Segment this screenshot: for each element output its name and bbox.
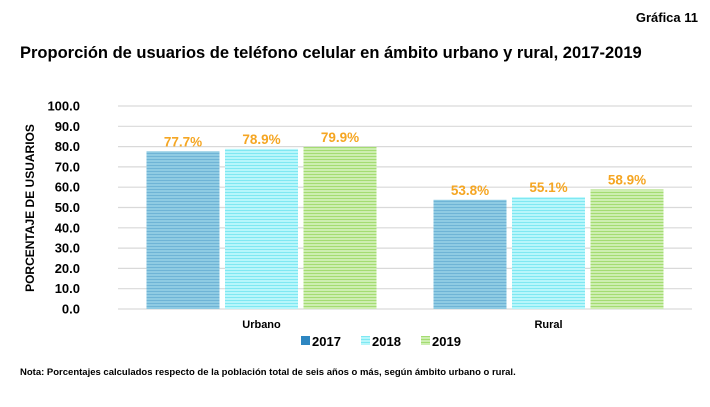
data-label: 79.9%	[321, 130, 359, 145]
y-tick-label: 50.0	[55, 200, 80, 215]
y-tick-label: 0.0	[62, 302, 80, 317]
data-labels: 77.7% 78.9% 79.9% 53.8% 55.1% 58.9%	[164, 130, 646, 198]
footnote: Nota: Porcentajes calculados respecto de…	[20, 367, 516, 378]
y-tick-label: 30.0	[55, 241, 80, 256]
legend-item-2018: 2018	[361, 334, 401, 349]
bar-urbano-2019	[303, 146, 377, 309]
chart-title: Proporción de usuarios de teléfono celul…	[20, 44, 642, 62]
y-tick-label: 10.0	[55, 281, 80, 296]
legend-item-2019: 2019	[421, 334, 461, 349]
y-tick-label: 40.0	[55, 220, 80, 235]
x-category-label: Rural	[534, 319, 562, 331]
legend-label: 2019	[432, 334, 461, 349]
x-category-label: Urbano	[242, 319, 281, 331]
x-axis-categories: Urbano Rural	[242, 319, 562, 331]
y-tick-label: 20.0	[55, 261, 80, 276]
legend-label: 2017	[312, 334, 341, 349]
y-axis-label: PORCENTAJE DE USUARIOS	[23, 124, 37, 292]
y-tick-label: 60.0	[55, 180, 80, 195]
legend-label: 2018	[372, 334, 401, 349]
data-label: 58.9%	[608, 172, 646, 187]
bar-urbano-2018	[225, 148, 298, 309]
bar-urbano-2017	[146, 151, 220, 309]
data-label: 78.9%	[242, 132, 280, 147]
y-tick-label: 80.0	[55, 139, 80, 154]
data-label: 55.1%	[529, 180, 567, 195]
y-tick-label: 100.0	[47, 99, 80, 114]
bar-rural-2017	[433, 199, 507, 309]
legend-swatch	[361, 336, 370, 345]
legend-swatch	[301, 336, 310, 345]
bar-rural-2019	[590, 189, 664, 309]
legend: 2017 2018 2019	[301, 334, 461, 349]
y-tick-label: 90.0	[55, 119, 80, 134]
bars	[146, 146, 664, 309]
legend-swatch	[421, 336, 430, 345]
bar-rural-2018	[512, 197, 585, 309]
bar-chart: 0.0 10.0 20.0 30.0 40.0 50.0 60.0 70.0 80.0 90.0 1…	[23, 99, 692, 349]
legend-item-2017: 2017	[301, 334, 341, 349]
y-axis-ticks: 0.0 10.0 20.0 30.0 40.0 50.0 60.0 70.0 80.0 90.0 1…	[47, 99, 80, 317]
data-label: 53.8%	[451, 183, 489, 198]
y-tick-label: 70.0	[55, 159, 80, 174]
data-label: 77.7%	[164, 134, 202, 149]
chart-number: Gráfica 11	[635, 10, 698, 25]
